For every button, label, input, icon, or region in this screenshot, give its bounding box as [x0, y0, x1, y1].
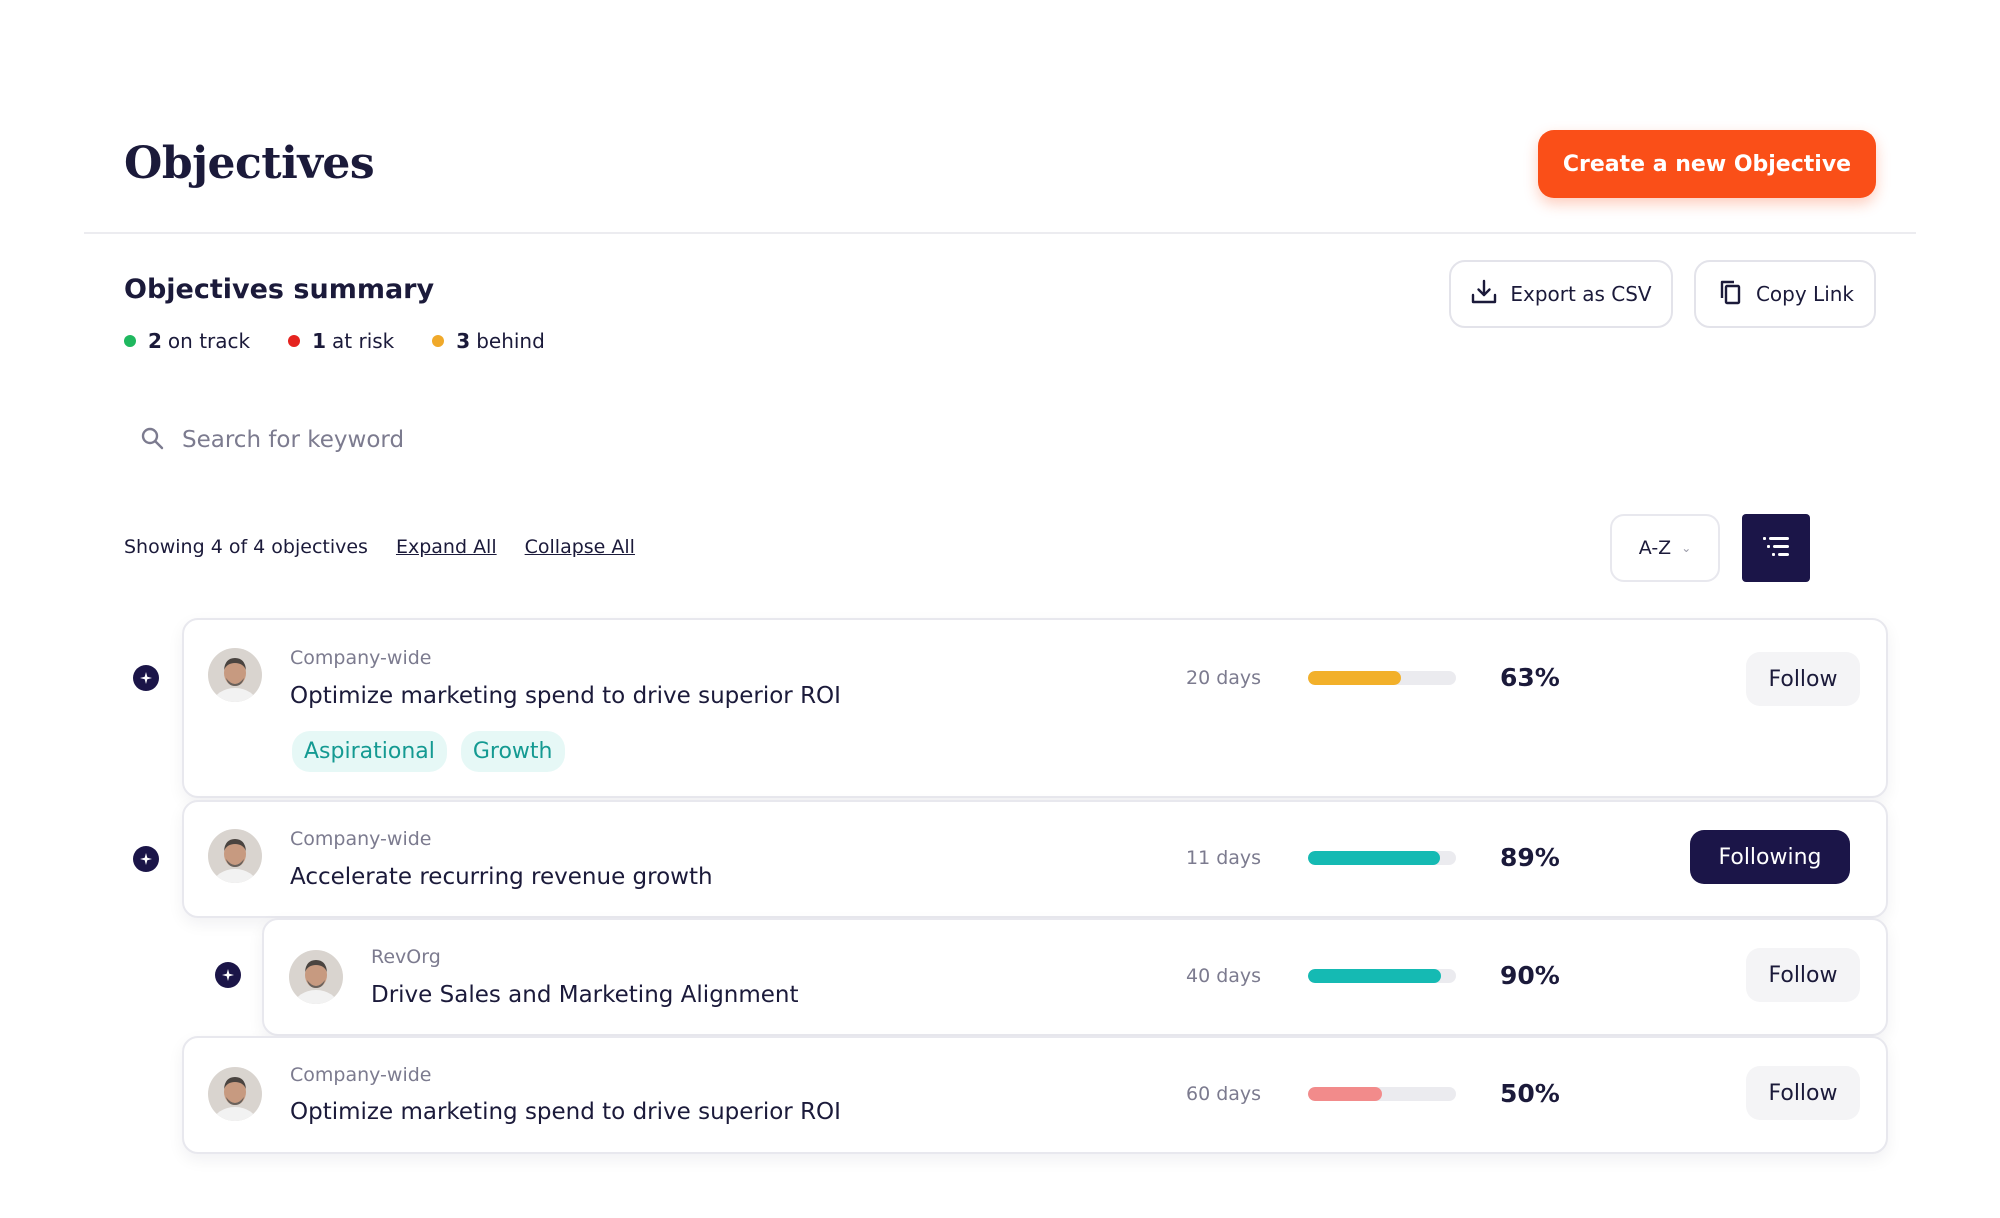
progress-percent: 90% — [1500, 961, 1560, 990]
copy-icon — [1716, 278, 1756, 311]
stat-on-track: 2 on track — [124, 329, 250, 353]
follow-button[interactable]: Follow — [1746, 948, 1860, 1002]
progress-fill — [1308, 969, 1442, 983]
objective-scope: Company-wide — [290, 1064, 432, 1086]
at-risk-dot-icon — [288, 335, 301, 347]
collapse-all-link[interactable]: Collapse All — [524, 536, 635, 558]
objective-card[interactable] — [182, 1036, 1888, 1154]
avatar — [208, 829, 262, 883]
sort-label: A-Z — [1638, 537, 1672, 559]
sort-dropdown[interactable]: A-Z ⌄ — [1610, 514, 1720, 582]
download-icon — [1470, 278, 1510, 311]
avatar — [289, 950, 343, 1004]
avatar — [208, 648, 262, 702]
expand-all-link[interactable]: Expand All — [395, 536, 497, 558]
progress-fill — [1308, 1087, 1382, 1101]
expand-row-icon[interactable] — [133, 846, 159, 872]
progress-percent: 89% — [1500, 843, 1560, 872]
expand-row-icon[interactable] — [133, 665, 159, 691]
objective-card[interactable] — [182, 800, 1888, 918]
objective-scope: Company-wide — [290, 828, 432, 850]
create-objective-button[interactable]: Create a new Objective — [1538, 130, 1876, 198]
follow-button[interactable]: Follow — [1746, 1066, 1860, 1120]
objective-title[interactable]: Accelerate recurring revenue growth — [290, 864, 713, 890]
header-divider — [84, 232, 1916, 234]
export-csv-label: Export as CSV — [1510, 282, 1652, 306]
page-title: Objectives — [124, 138, 375, 189]
following-button[interactable]: Following — [1690, 830, 1850, 884]
days-remaining: 60 days — [1186, 1083, 1262, 1105]
stat-behind: 3 behind — [432, 329, 545, 353]
search-bar[interactable] — [140, 416, 1040, 464]
progress-fill — [1308, 671, 1402, 685]
tag-badge[interactable]: Growth — [460, 731, 565, 772]
export-csv-button[interactable]: Export as CSV — [1449, 260, 1673, 328]
progress-bar — [1308, 671, 1456, 685]
progress-bar — [1308, 969, 1456, 983]
progress-bar — [1308, 851, 1456, 865]
objective-scope: RevOrg — [371, 946, 441, 968]
progress-bar — [1308, 1087, 1456, 1101]
objective-scope: Company-wide — [290, 647, 432, 669]
stat-count: 3 — [456, 329, 471, 353]
progress-fill — [1308, 851, 1440, 865]
copy-link-button[interactable]: Copy Link — [1694, 260, 1876, 328]
objective-title[interactable]: Drive Sales and Marketing Alignment — [371, 982, 799, 1008]
filter-button[interactable] — [1742, 514, 1810, 582]
objective-card-child[interactable] — [262, 918, 1888, 1036]
avatar — [208, 1067, 262, 1121]
filter-icon — [1761, 534, 1791, 563]
chevron-down-icon: ⌄ — [1681, 541, 1692, 555]
list-controls: Showing 4 of 4 objectives Expand All Col… — [124, 536, 635, 558]
showing-count: Showing 4 of 4 objectives — [124, 536, 368, 558]
stat-label: at risk — [332, 329, 395, 353]
days-remaining: 11 days — [1186, 847, 1262, 869]
behind-dot-icon — [432, 335, 445, 347]
objective-card[interactable] — [182, 618, 1888, 798]
summary-title: Objectives summary — [124, 274, 435, 305]
tag-badge[interactable]: Aspirational — [292, 731, 447, 772]
summary-stats: 2 on track 1 at risk 3 behind — [124, 329, 583, 353]
stat-label: on track — [167, 329, 251, 353]
follow-button[interactable]: Follow — [1746, 652, 1860, 706]
stat-count: 1 — [312, 329, 327, 353]
objective-title[interactable]: Optimize marketing spend to drive superi… — [290, 1099, 841, 1125]
days-remaining: 40 days — [1186, 965, 1262, 987]
search-icon — [140, 426, 164, 454]
objective-tags: Aspirational Growth — [292, 731, 579, 772]
stat-label: behind — [476, 329, 545, 353]
progress-percent: 63% — [1500, 663, 1560, 692]
stat-at-risk: 1 at risk — [288, 329, 394, 353]
days-remaining: 20 days — [1186, 667, 1262, 689]
search-input[interactable] — [182, 427, 882, 453]
progress-percent: 50% — [1500, 1079, 1560, 1108]
expand-row-icon[interactable] — [215, 962, 241, 988]
stat-count: 2 — [148, 329, 162, 353]
on-track-dot-icon — [124, 335, 136, 347]
objective-title[interactable]: Optimize marketing spend to drive superi… — [290, 683, 841, 709]
copy-link-label: Copy Link — [1755, 282, 1855, 306]
